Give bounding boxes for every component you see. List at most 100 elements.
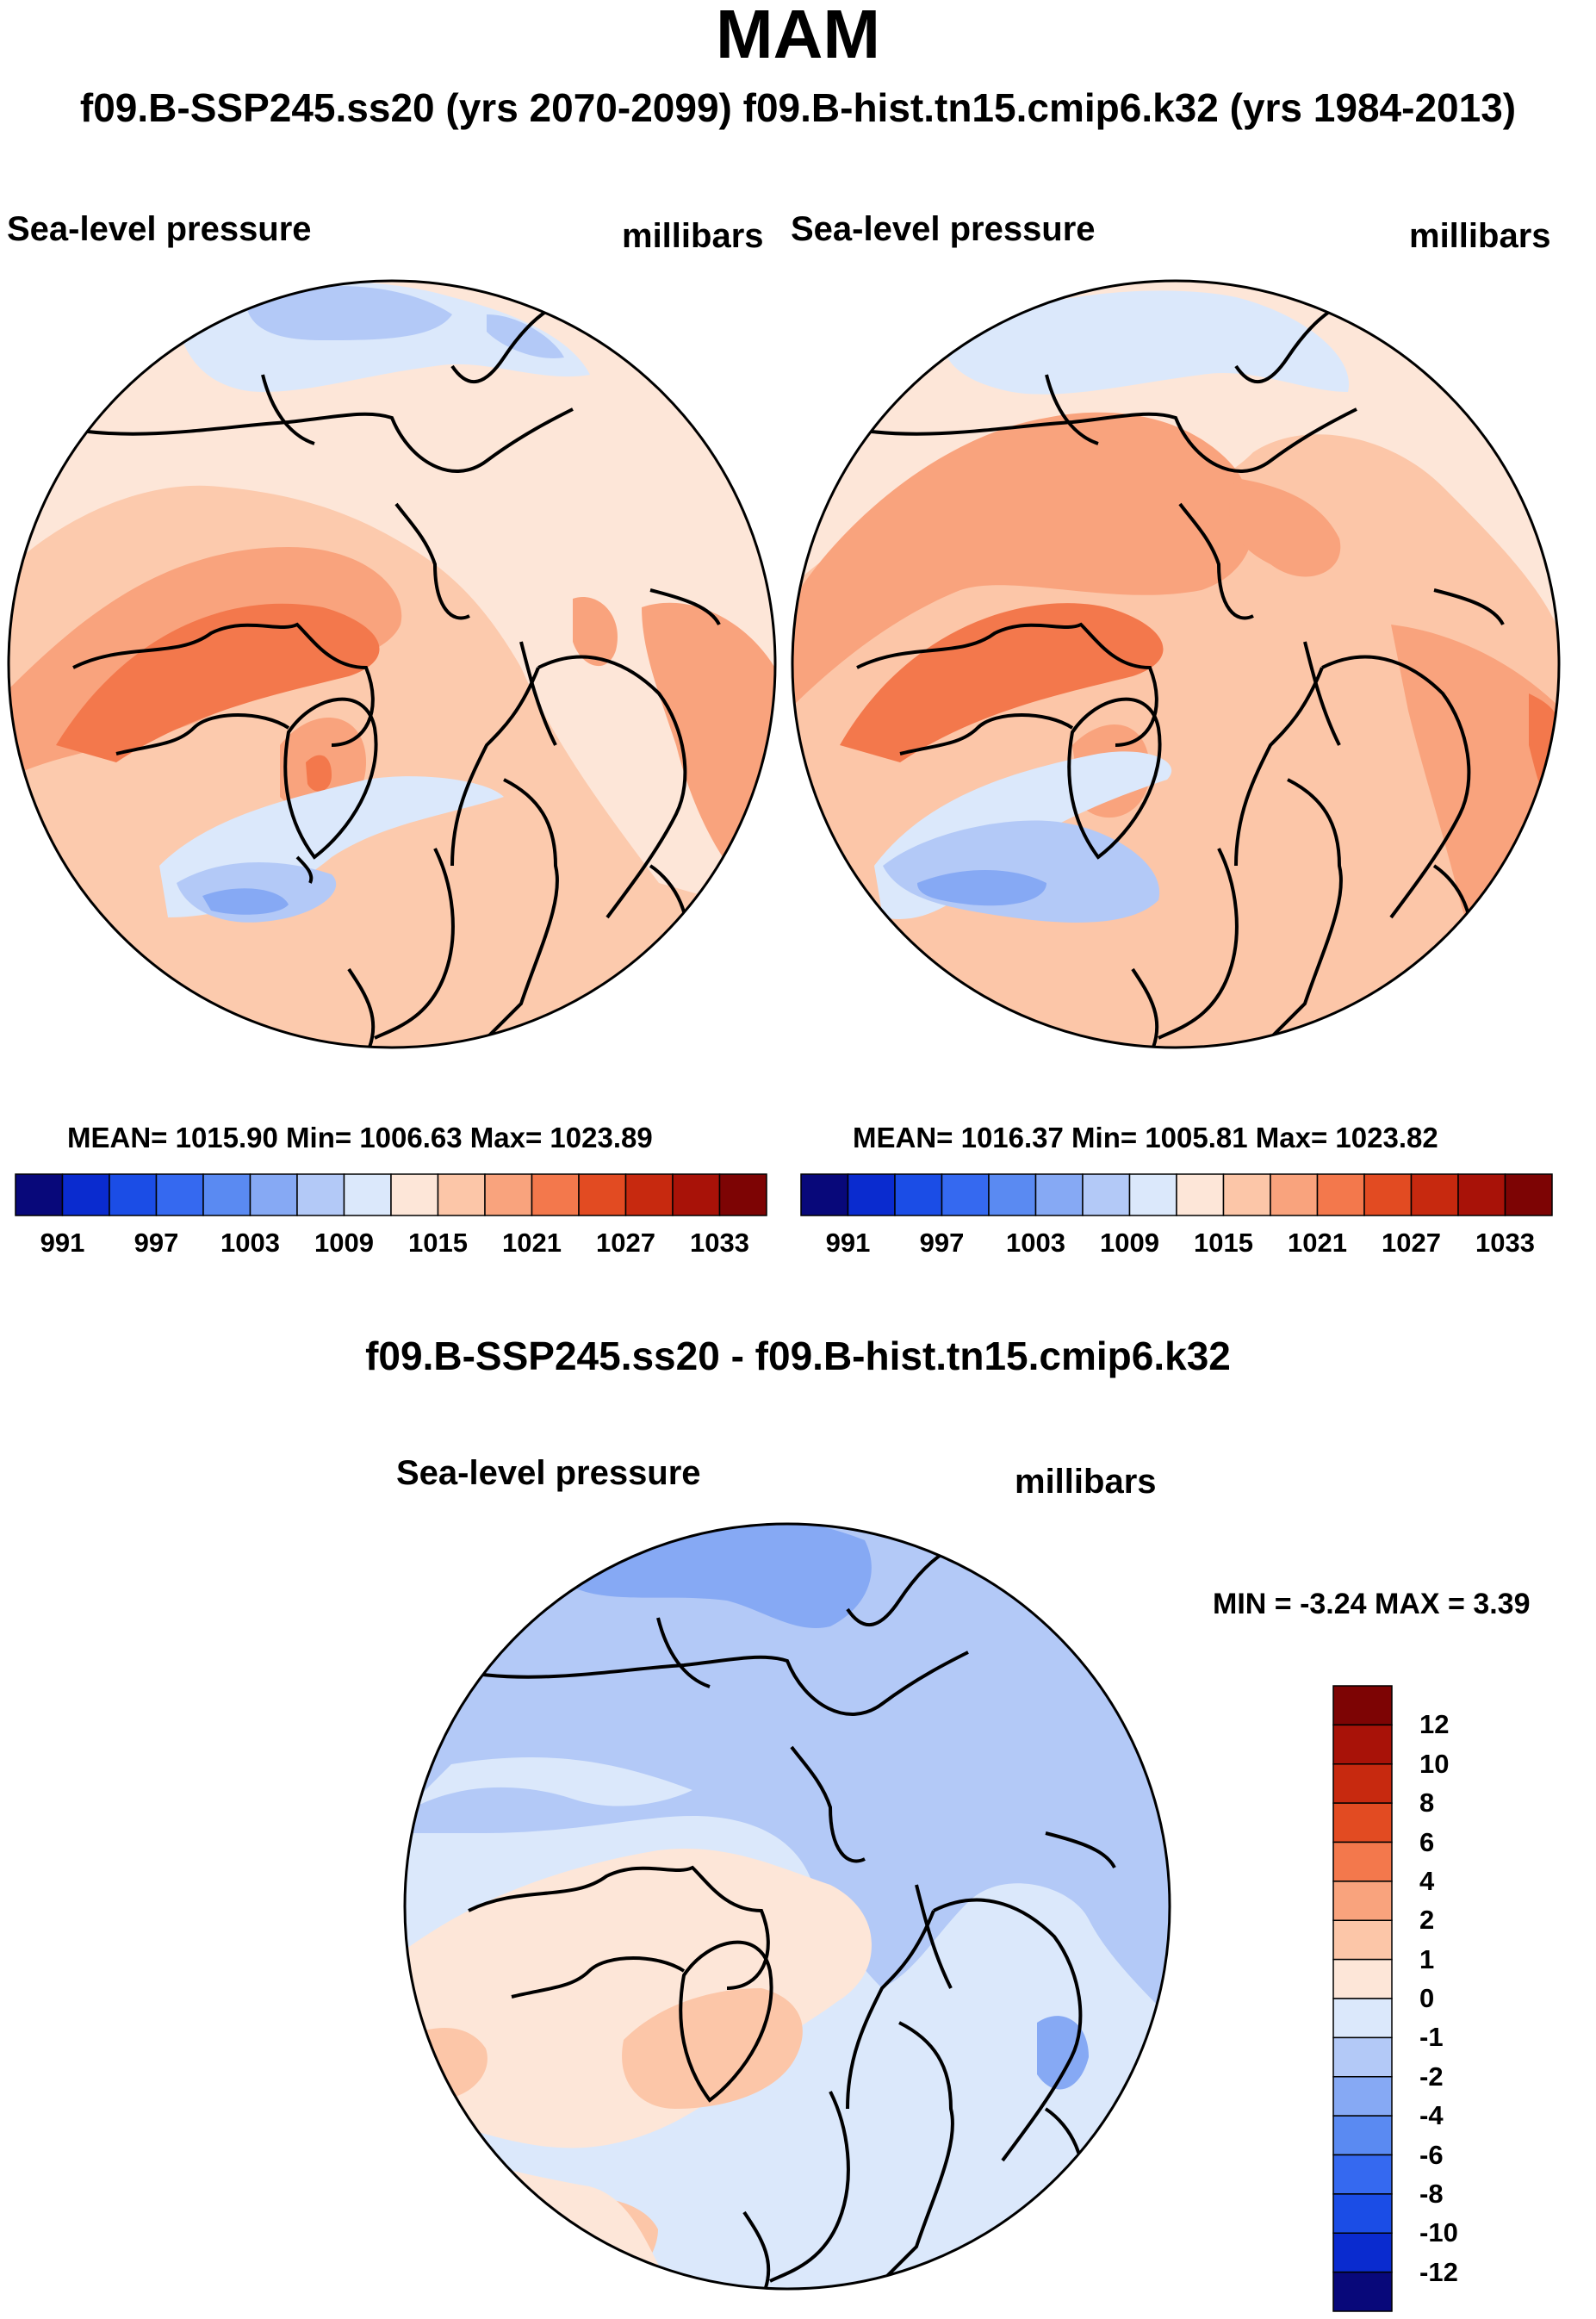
panel2-colorbar [800,1173,1553,1216]
panel1-stats: MEAN= 1015.90 Min= 1006.63 Max= 1023.89 [67,1122,653,1153]
diff-units-label: millibars [1015,1463,1157,1501]
colorbar-swatch [1332,1958,1393,1999]
colorbar-swatch [531,1173,580,1216]
difference-map [403,1522,1171,2291]
colorbar-swatch [894,1173,943,1216]
diff-variable-label: Sea-level pressure [396,1454,701,1492]
colorbar-swatch [847,1173,896,1216]
colorbar-tick-label: 1033 [690,1228,749,1258]
colorbar-tick-label: 1 [1419,1943,1435,1974]
colorbar-swatch [484,1173,533,1216]
colorbar-tick-label: 6 [1419,1826,1435,1857]
panel2-field-1024 [840,603,1164,762]
colorbar-swatch [578,1173,627,1216]
colorbar-swatch [249,1173,298,1216]
panel2-units-label: millibars [1409,217,1551,255]
diff-map-border [403,1522,1171,2291]
panel1-field-iceland-low [202,888,289,915]
colorbar-swatch [1082,1173,1131,1216]
colorbar-swatch [155,1173,204,1216]
colorbar-swatch [1332,1919,1393,1961]
colorbar-tick-label: -2 [1419,2061,1444,2092]
panel2-map [791,279,1561,1049]
colorbar-swatch [1128,1173,1177,1216]
colorbar-tick-label: 1021 [1288,1228,1347,1258]
colorbar-swatch [1332,2154,1393,2195]
colorbar-swatch [1332,1763,1393,1804]
colorbar-tick-label: 997 [919,1228,965,1258]
colorbar-swatch [1034,1173,1084,1216]
colorbar-swatch [1363,1173,1413,1216]
panel1-units-label: millibars [622,217,764,255]
colorbar-swatch [1504,1173,1553,1216]
colorbar-swatch [672,1173,721,1216]
panel2-coastlines [839,304,1505,1048]
main-title: MAM [715,0,881,72]
panel1-variable-label: Sea-level pressure [7,210,312,248]
panel1-colorbar [15,1173,767,1216]
colorbar-tick-label: 1033 [1475,1228,1535,1258]
colorbar-swatch [390,1173,439,1216]
colorbar-swatch [61,1173,110,1216]
panel2-field-iceland-low [917,870,1046,906]
colorbar-swatch [1332,2193,1393,2234]
difference-header: f09.B-SSP245.ss20 - f09.B-hist.tn15.cmip… [365,1334,1231,1378]
colorbar-tick-label: 997 [134,1228,179,1258]
diff-stats: MIN = -3.24 MAX = 3.39 [1213,1588,1531,1620]
diff-colorbar [1332,1685,1393,2312]
colorbar-tick-label: 8 [1419,1787,1435,1819]
colorbar-tick-label: -12 [1419,2256,1458,2287]
colorbar-tick-label: 1009 [1100,1228,1159,1258]
diff-field-minus2 [405,1524,1170,2023]
colorbar-tick-label: -4 [1419,2100,1444,2131]
colorbar-tick-label: 1015 [408,1228,468,1258]
panel2-field-1021 [792,412,1254,711]
colorbar-swatch [1332,1724,1393,1765]
colorbar-swatch [1176,1173,1225,1216]
colorbar-tick-label: 1027 [1382,1228,1441,1258]
colorbar-swatch [15,1173,64,1216]
colorbar-tick-label: 1003 [1006,1228,1065,1258]
colorbar-swatch [988,1173,1037,1216]
colorbar-swatch [1332,2076,1393,2117]
colorbar-swatch [1332,2271,1393,2312]
colorbar-tick-label: -1 [1419,2022,1444,2053]
colorbar-tick-label: -6 [1419,2139,1444,2170]
colorbar-tick-label: 1021 [502,1228,562,1258]
colorbar-swatch [343,1173,392,1216]
colorbar-swatch [718,1173,767,1216]
diff-coastlines [450,1547,1116,2289]
colorbar-swatch [1332,1802,1393,1843]
colorbar-swatch [1410,1173,1459,1216]
colorbar-swatch [1332,1685,1393,1726]
colorbar-tick-label: 991 [40,1228,85,1258]
colorbar-tick-label: -10 [1419,2217,1458,2248]
panel2-field-pacific-1012 [943,290,1350,395]
colorbar-swatch [1332,2115,1393,2156]
colorbar-swatch [1457,1173,1506,1216]
colorbar-tick-label: 1009 [314,1228,374,1258]
colorbar-swatch [941,1173,990,1216]
panel2-stats: MEAN= 1016.37 Min= 1005.81 Max= 1023.82 [853,1122,1438,1153]
colorbar-swatch [109,1173,158,1216]
colorbar-swatch [437,1173,486,1216]
colorbar-swatch [624,1173,674,1216]
colorbar-swatch [1332,1841,1393,1882]
panel1-map-border [7,279,777,1049]
panel2-map-border [791,279,1561,1049]
colorbar-tick-label: 1015 [1194,1228,1253,1258]
colorbar-tick-label: 12 [1419,1709,1450,1740]
colorbar-tick-label: 10 [1419,1748,1450,1779]
colorbar-swatch [1332,1881,1393,1921]
colorbar-swatch [1270,1173,1319,1216]
colorbar-swatch [1316,1173,1365,1216]
colorbar-tick-label: 1003 [220,1228,280,1258]
colorbar-tick-label: 4 [1419,1865,1435,1896]
panel1-field-1024 [56,603,380,762]
colorbar-swatch [296,1173,345,1216]
colorbar-tick-label: -8 [1419,2178,1444,2209]
colorbar-swatch [1222,1173,1271,1216]
colorbar-tick-label: 991 [825,1228,871,1258]
colorbar-swatch [1332,2036,1393,2078]
colorbar-swatch [1332,2232,1393,2273]
